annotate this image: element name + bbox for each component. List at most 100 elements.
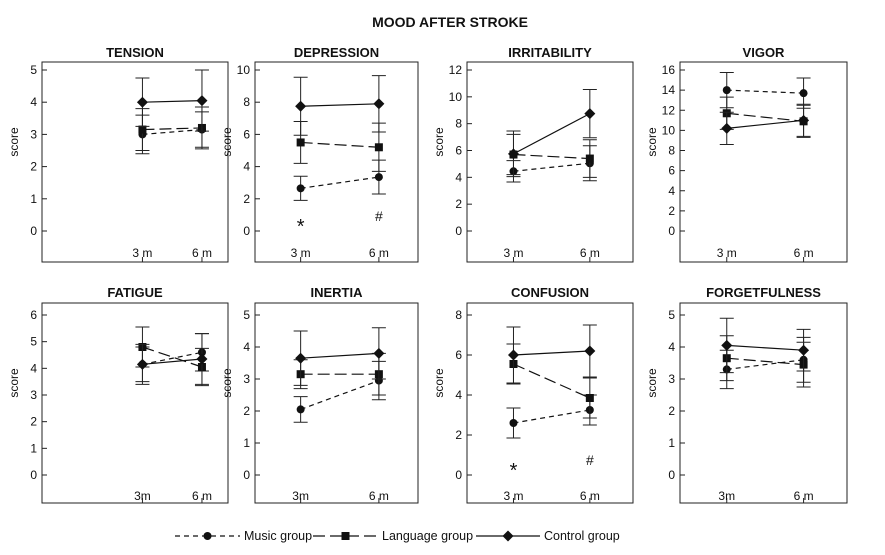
y-tick-label: 0 bbox=[455, 224, 462, 238]
y-tick-label: 0 bbox=[243, 468, 250, 482]
x-category-label: 6 m bbox=[794, 246, 814, 260]
y-tick-label: 12 bbox=[662, 103, 676, 117]
data-point bbox=[722, 86, 731, 95]
series-line bbox=[513, 409, 590, 424]
data-point bbox=[584, 345, 596, 357]
y-tick-label: 5 bbox=[30, 335, 37, 349]
series-line bbox=[300, 380, 380, 410]
y-tick-label: 3 bbox=[30, 388, 37, 402]
panel-frame bbox=[254, 302, 419, 504]
y-tick-label: 0 bbox=[455, 468, 462, 482]
y-tick-label: 4 bbox=[243, 160, 250, 174]
panel-frame bbox=[254, 61, 419, 263]
y-tick-label: 0 bbox=[668, 468, 675, 482]
y-tick-label: 5 bbox=[30, 63, 37, 77]
y-tick-label: 0 bbox=[30, 224, 37, 238]
series-line bbox=[726, 344, 804, 351]
series-control-group bbox=[506, 324, 597, 384]
data-point bbox=[373, 347, 385, 359]
legend-label: Control group bbox=[544, 529, 620, 543]
panel-depression: DEPRESSION 0 2 4 6 8 10 score 3 m 6 m * # bbox=[220, 45, 419, 263]
y-tick-label: 10 bbox=[449, 90, 463, 104]
y-tick-label: 8 bbox=[243, 95, 250, 109]
y-tick-label: 3 bbox=[668, 372, 675, 386]
series-line bbox=[300, 176, 379, 189]
y-axis-label: score bbox=[7, 127, 21, 157]
panel-frame bbox=[41, 302, 229, 504]
y-tick-label: 2 bbox=[455, 197, 462, 211]
legend-label: Language group bbox=[382, 529, 473, 543]
panel-inertia: INERTIA 0 1 2 3 4 5 score 3m 6 m bbox=[220, 285, 419, 504]
y-tick-label: 6 bbox=[30, 308, 37, 322]
data-point bbox=[798, 344, 810, 356]
series-line bbox=[513, 350, 590, 356]
y-tick-label: 6 bbox=[455, 144, 462, 158]
panel-forgetfulness: FORGETFULNESS 0 1 2 3 4 5 score 3m 6 m bbox=[645, 285, 848, 504]
panel-frame bbox=[466, 302, 634, 504]
series-line bbox=[300, 352, 379, 359]
x-category-label: 6 m bbox=[369, 489, 389, 503]
data-point bbox=[136, 96, 148, 108]
y-tick-label: 4 bbox=[243, 340, 250, 354]
x-category-label: 3m bbox=[134, 489, 151, 503]
data-point bbox=[295, 100, 307, 112]
y-tick-label: 6 bbox=[668, 164, 675, 178]
series-line bbox=[726, 119, 804, 129]
x-category-label: 3m bbox=[292, 489, 309, 503]
panel-title: VIGOR bbox=[743, 45, 786, 60]
data-point bbox=[374, 173, 383, 182]
y-tick-label: 10 bbox=[237, 63, 251, 77]
y-tick-label: 8 bbox=[455, 117, 462, 131]
panel-frame bbox=[679, 302, 848, 504]
legend-item-control: Control group bbox=[476, 529, 620, 543]
y-axis-label: score bbox=[645, 368, 659, 398]
data-point bbox=[136, 358, 148, 370]
y-tick-label: 1 bbox=[668, 436, 675, 450]
series-language-group bbox=[293, 352, 386, 396]
x-category-label: 6 m bbox=[192, 246, 212, 260]
legend-marker bbox=[203, 532, 212, 540]
x-category-label: 6 m bbox=[580, 246, 600, 260]
data-point bbox=[721, 122, 733, 134]
series-music-group bbox=[293, 360, 386, 423]
y-tick-label: 8 bbox=[668, 144, 675, 158]
y-axis-label: score bbox=[432, 127, 446, 157]
series-line bbox=[142, 351, 203, 365]
panel-vigor: VIGOR 0 2 4 6 8 10 12 14 16 score 3 m 6 m bbox=[645, 45, 848, 263]
series-language-group bbox=[135, 106, 209, 151]
data-point bbox=[507, 349, 519, 361]
y-tick-label: 4 bbox=[668, 340, 675, 354]
x-category-label: 6 m bbox=[794, 489, 814, 503]
y-tick-label: 2 bbox=[668, 404, 675, 418]
y-tick-label: 5 bbox=[243, 308, 250, 322]
data-point bbox=[295, 352, 307, 364]
series-language-group bbox=[293, 121, 386, 172]
data-point bbox=[509, 419, 518, 427]
series-control-group bbox=[719, 317, 811, 374]
panel-title: FATIGUE bbox=[107, 285, 163, 300]
series-line bbox=[726, 89, 804, 94]
y-axis-label: score bbox=[432, 368, 446, 398]
data-point bbox=[196, 353, 208, 365]
series-music-group bbox=[506, 394, 597, 439]
panel-title: DEPRESSION bbox=[294, 45, 379, 60]
data-point bbox=[296, 405, 305, 414]
y-tick-label: 4 bbox=[30, 361, 37, 375]
y-tick-label: 4 bbox=[455, 170, 462, 184]
data-point bbox=[296, 184, 305, 193]
series-line bbox=[142, 358, 203, 365]
data-point bbox=[584, 108, 596, 120]
y-axis-label: score bbox=[220, 368, 234, 398]
y-tick-label: 6 bbox=[455, 348, 462, 362]
series-line bbox=[513, 113, 591, 155]
y-tick-label: 4 bbox=[30, 95, 37, 109]
series-language-group bbox=[135, 326, 209, 387]
series-line bbox=[513, 162, 590, 172]
y-tick-label: 1 bbox=[30, 441, 37, 455]
y-tick-label: 2 bbox=[668, 204, 675, 218]
series-line bbox=[726, 357, 804, 366]
data-point bbox=[799, 89, 808, 98]
panel-irritability: IRRITABILITY 0 2 4 6 8 10 12 score 3 m 6 m bbox=[432, 45, 634, 263]
series-music-group bbox=[293, 159, 386, 201]
